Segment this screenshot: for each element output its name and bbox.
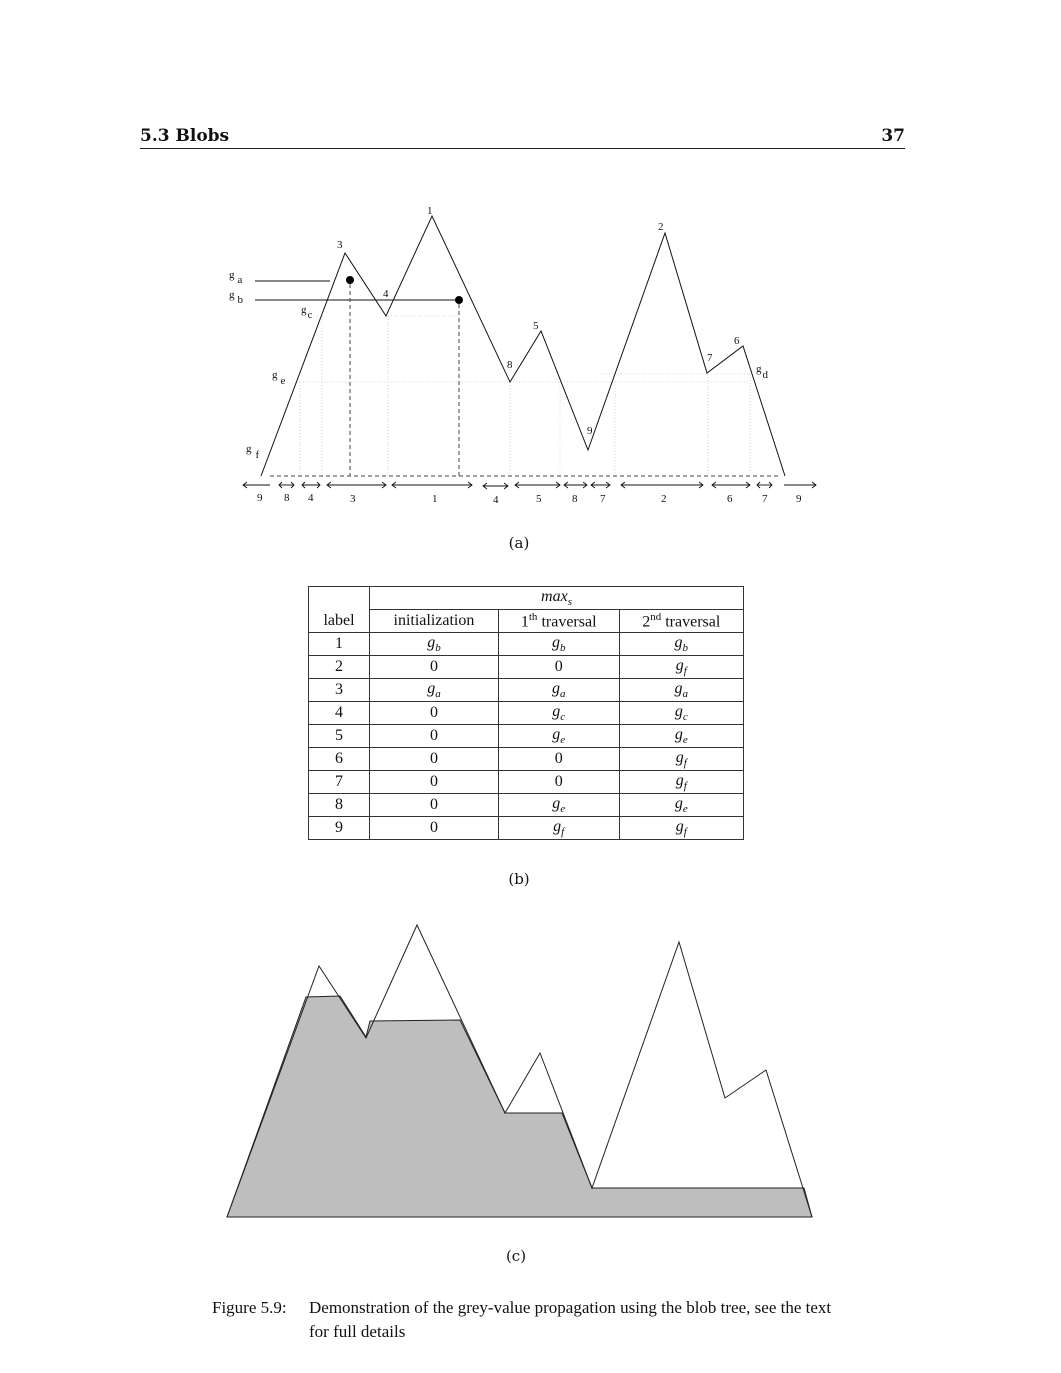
table-cell-init: 0: [370, 725, 499, 748]
table-cell-t1: gf: [498, 817, 619, 840]
table-cell-t2: ge: [619, 725, 743, 748]
table-cell-label: 5: [309, 725, 370, 748]
table-b-sublabel: (b): [489, 870, 549, 888]
max-s-group-header: maxs: [370, 587, 744, 610]
table-cell-label: 8: [309, 794, 370, 817]
table-cell-t2: gb: [619, 633, 743, 656]
interval-label: 7: [762, 493, 768, 505]
table-cell-label: 2: [309, 656, 370, 679]
table-cell-t1: ge: [498, 794, 619, 817]
table-cell-label: 9: [309, 817, 370, 840]
table-cell-t2: ga: [619, 679, 743, 702]
table-cell-t1: 0: [498, 771, 619, 794]
interval-label: 4: [308, 492, 314, 504]
propagated-grey-area: [227, 996, 812, 1217]
peak-label: 3: [337, 239, 343, 251]
table-cell-label: 1: [309, 633, 370, 656]
marker-dot-a: [346, 276, 354, 284]
peak-label: 1: [427, 205, 433, 217]
interval-label: 7: [600, 493, 606, 505]
peak-label: 4: [383, 288, 389, 300]
table-cell-t1: gc: [498, 702, 619, 725]
marker-dot-b: [455, 296, 463, 304]
table-cell-t1: 0: [498, 656, 619, 679]
caption-text: Demonstration of the grey-value propagat…: [309, 1296, 849, 1344]
table-cell-label: 6: [309, 748, 370, 771]
table-cell-init: 0: [370, 748, 499, 771]
grey-label-c: gc: [301, 304, 313, 321]
peak-label: 7: [707, 352, 713, 364]
table-cell-init: 0: [370, 771, 499, 794]
table-row: 3 ga ga ga: [309, 679, 744, 702]
table-cell-label: 7: [309, 771, 370, 794]
interval-label: 3: [350, 493, 356, 505]
interval-label: 8: [284, 492, 290, 504]
table-cell-init: 0: [370, 794, 499, 817]
table-row: 8 0 ge ge: [309, 794, 744, 817]
table-cell-t2: gf: [619, 817, 743, 840]
table-row: 4 0 gc gc: [309, 702, 744, 725]
interval-label: 9: [257, 492, 263, 504]
table-cell-init: 0: [370, 817, 499, 840]
table-row: 7 0 0 gf: [309, 771, 744, 794]
interval-label: 6: [727, 493, 733, 505]
peak-label: 8: [507, 359, 513, 371]
table-cell-t1: ga: [498, 679, 619, 702]
table-cell-t2: gf: [619, 771, 743, 794]
table-cell-t1: ge: [498, 725, 619, 748]
table-row: 2 0 0 gf: [309, 656, 744, 679]
table-cell-init: gb: [370, 633, 499, 656]
table-cell-init: 0: [370, 656, 499, 679]
grey-label-d: gd: [756, 363, 769, 381]
interval-label: 1: [432, 493, 438, 505]
interval-label: 9: [796, 493, 802, 505]
max-s-table: label maxs initialization 1th traversal …: [308, 586, 744, 840]
interval-label: 5: [536, 493, 542, 505]
table-cell-init: 0: [370, 702, 499, 725]
peak-label: 5: [533, 320, 539, 332]
table-cell-t2: ge: [619, 794, 743, 817]
figure-c-sublabel: (c): [486, 1247, 546, 1265]
first-traversal-header: 1th traversal: [498, 610, 619, 633]
table-cell-label: 3: [309, 679, 370, 702]
interval-label: 4: [493, 494, 499, 506]
table-row: 6 0 0 gf: [309, 748, 744, 771]
figure-c-diagram: [227, 925, 812, 1217]
table-body: 1 gb gb gb 2 0 0 gf 3 ga ga ga 4 0 gc gc 5 0 ge ge 6 0 0 gf 7 0 0 g…: [309, 633, 744, 840]
table-cell-t2: gf: [619, 656, 743, 679]
peak-label: 2: [658, 221, 664, 233]
interval-label: 8: [572, 493, 578, 505]
figure-a-sublabel: (a): [489, 534, 549, 552]
peak-label: 9: [587, 425, 593, 437]
peak-label: 6: [734, 335, 740, 347]
interval-label: 2: [661, 493, 667, 505]
figure-number: Figure 5.9:: [212, 1296, 287, 1320]
table-row: 5 0 ge ge: [309, 725, 744, 748]
label-column-header: label: [309, 587, 370, 633]
table-cell-t1: 0: [498, 748, 619, 771]
table-cell-init: ga: [370, 679, 499, 702]
grey-profile-line: [261, 216, 785, 476]
table-cell-t2: gc: [619, 702, 743, 725]
initialization-header: initialization: [370, 610, 499, 633]
table-cell-label: 4: [309, 702, 370, 725]
table-cell-t2: gf: [619, 748, 743, 771]
table-row: 9 0 gf gf: [309, 817, 744, 840]
table-cell-t1: gb: [498, 633, 619, 656]
second-traversal-header: 2nd traversal: [619, 610, 743, 633]
table-row: 1 gb gb gb: [309, 633, 744, 656]
